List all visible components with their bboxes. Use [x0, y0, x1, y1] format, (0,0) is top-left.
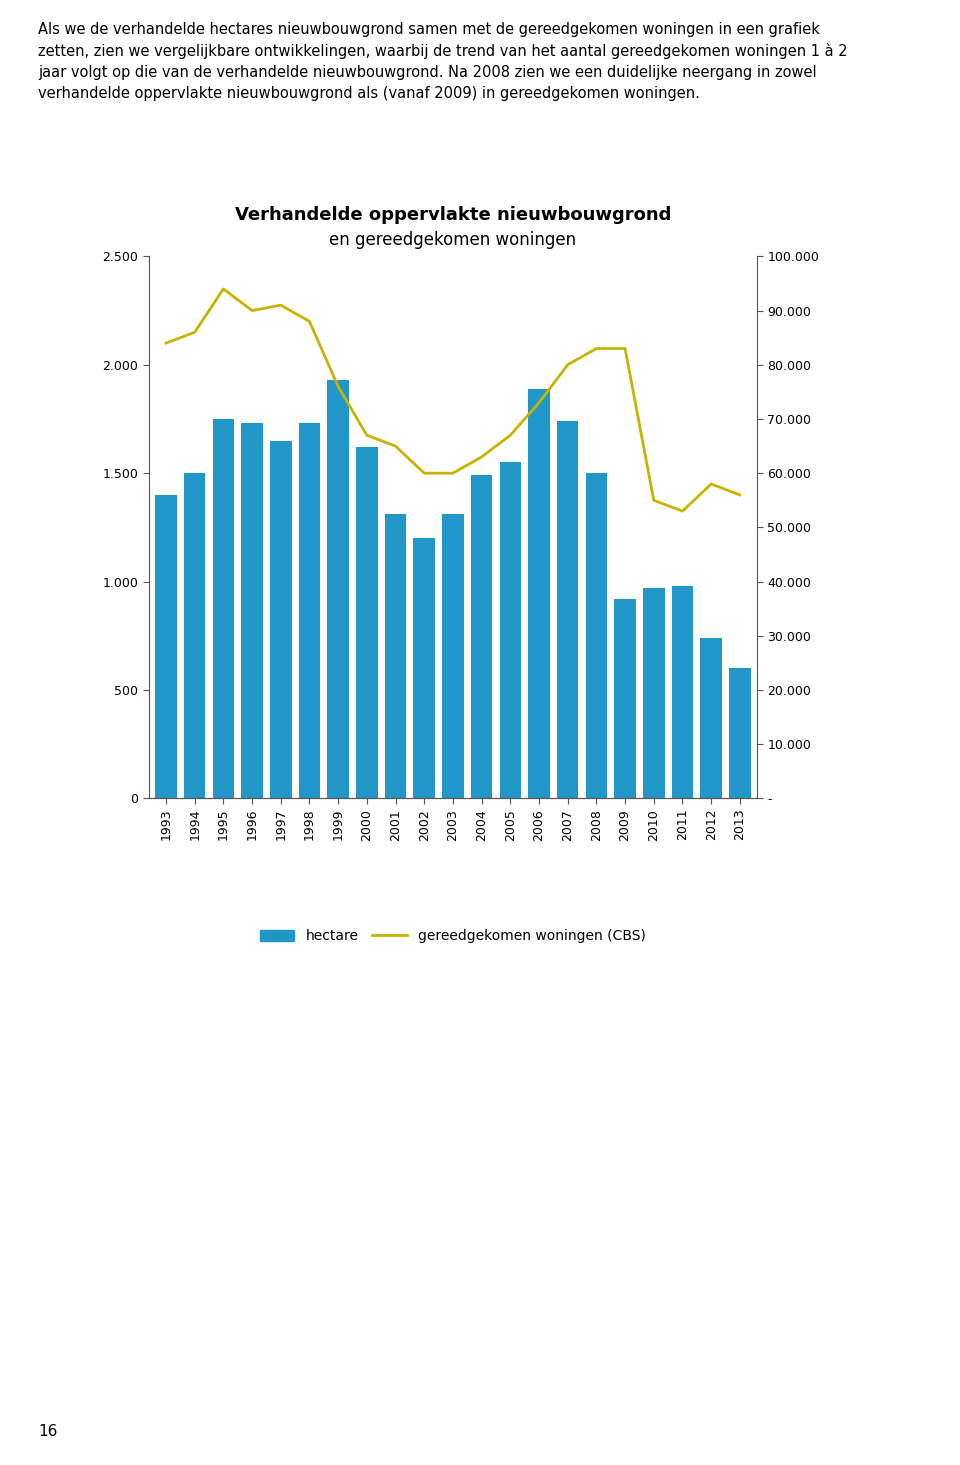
- Bar: [586, 473, 607, 798]
- Bar: [414, 538, 435, 798]
- Text: en gereedgekomen woningen: en gereedgekomen woningen: [329, 231, 577, 249]
- Bar: [212, 419, 234, 798]
- Bar: [327, 379, 348, 798]
- Bar: [184, 473, 205, 798]
- Bar: [270, 441, 292, 798]
- Bar: [385, 514, 406, 798]
- Bar: [528, 388, 550, 798]
- Bar: [499, 463, 521, 798]
- Text: Als we de verhandelde hectares nieuwbouwgrond samen met de gereedgekomen woninge: Als we de verhandelde hectares nieuwbouw…: [38, 22, 848, 101]
- Bar: [614, 599, 636, 798]
- Text: 16: 16: [38, 1424, 58, 1439]
- Bar: [701, 637, 722, 798]
- Bar: [241, 423, 263, 798]
- Bar: [299, 423, 321, 798]
- Bar: [672, 586, 693, 798]
- Bar: [729, 668, 751, 798]
- Legend: hectare, gereedgekomen woningen (CBS): hectare, gereedgekomen woningen (CBS): [260, 929, 646, 943]
- Bar: [443, 514, 464, 798]
- Bar: [557, 420, 579, 798]
- Bar: [643, 587, 664, 798]
- Bar: [156, 495, 177, 798]
- Bar: [356, 447, 377, 798]
- Text: Verhandelde oppervlakte nieuwbouwgrond: Verhandelde oppervlakte nieuwbouwgrond: [235, 207, 671, 224]
- Bar: [470, 475, 492, 798]
